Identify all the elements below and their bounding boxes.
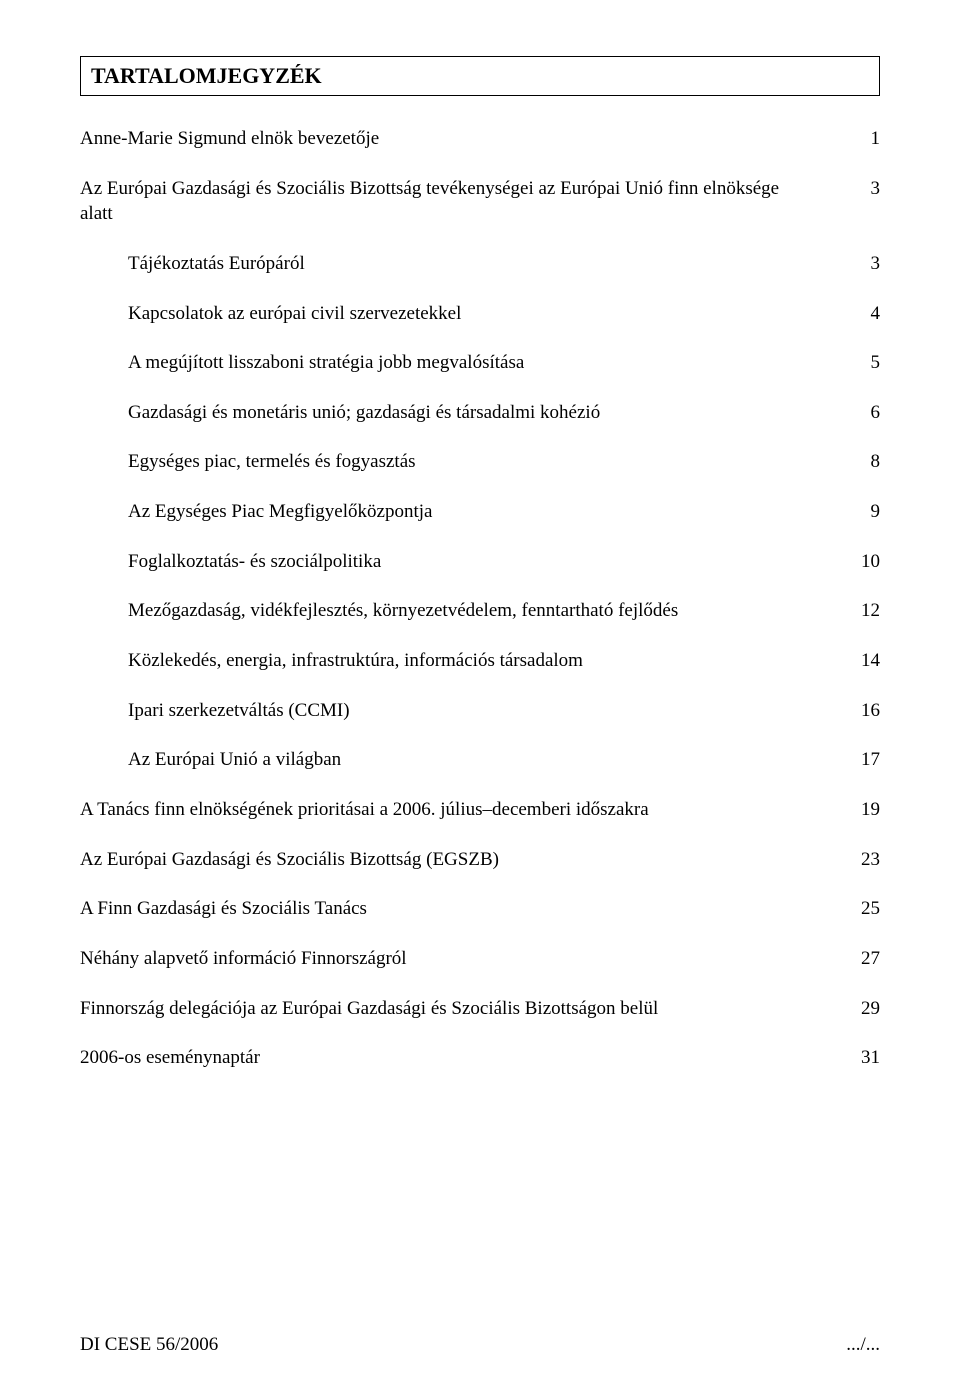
- toc-page-number: 12: [840, 598, 880, 624]
- footer: DI CESE 56/2006 .../...: [80, 1334, 880, 1356]
- toc-page-number: 5: [840, 350, 880, 376]
- toc-label: Az Európai Gazdasági és Szociális Bizott…: [80, 176, 840, 227]
- toc-row: Gazdasági és monetáris unió; gazdasági é…: [80, 400, 880, 426]
- toc-row: Az Európai Gazdasági és Szociális Bizott…: [80, 176, 880, 227]
- toc-label: Gazdasági és monetáris unió; gazdasági é…: [80, 400, 840, 426]
- toc-row: Anne-Marie Sigmund elnök bevezetője1: [80, 126, 880, 152]
- toc-page-number: 14: [840, 648, 880, 674]
- toc-label: A megújított lisszaboni stratégia jobb m…: [80, 350, 840, 376]
- toc-page-number: 16: [840, 698, 880, 724]
- table-of-contents: Anne-Marie Sigmund elnök bevezetője1Az E…: [80, 126, 880, 1071]
- toc-label: Az Egységes Piac Megfigyelőközpontja: [80, 499, 840, 525]
- toc-label: 2006-os eseménynaptár: [80, 1045, 840, 1071]
- footer-right: .../...: [846, 1334, 880, 1356]
- toc-page-number: 23: [840, 847, 880, 873]
- toc-row: Az Európai Unió a világban17: [80, 747, 880, 773]
- toc-row: Az Egységes Piac Megfigyelőközpontja9: [80, 499, 880, 525]
- toc-row: A Finn Gazdasági és Szociális Tanács25: [80, 896, 880, 922]
- toc-label: Az Európai Unió a világban: [80, 747, 840, 773]
- toc-row: Közlekedés, energia, infrastruktúra, inf…: [80, 648, 880, 674]
- toc-label: Foglalkoztatás- és szociálpolitika: [80, 549, 840, 575]
- toc-page-number: 3: [840, 176, 880, 202]
- toc-label: Mezőgazdaság, vidékfejlesztés, környezet…: [80, 598, 840, 624]
- toc-label: Finnország delegációja az Európai Gazdas…: [80, 996, 840, 1022]
- toc-page-number: 25: [840, 896, 880, 922]
- toc-label: Az Európai Gazdasági és Szociális Bizott…: [80, 847, 840, 873]
- toc-row: Mezőgazdaság, vidékfejlesztés, környezet…: [80, 598, 880, 624]
- toc-page-number: 31: [840, 1045, 880, 1071]
- toc-row: A megújított lisszaboni stratégia jobb m…: [80, 350, 880, 376]
- toc-page-number: 6: [840, 400, 880, 426]
- toc-row: Néhány alapvető információ Finnországról…: [80, 946, 880, 972]
- toc-row: A Tanács finn elnökségének prioritásai a…: [80, 797, 880, 823]
- toc-page-number: 9: [840, 499, 880, 525]
- toc-page-number: 3: [840, 251, 880, 277]
- toc-row: Ipari szerkezetváltás (CCMI)16: [80, 698, 880, 724]
- toc-row: Foglalkoztatás- és szociálpolitika10: [80, 549, 880, 575]
- toc-row: Az Európai Gazdasági és Szociális Bizott…: [80, 847, 880, 873]
- toc-label: Anne-Marie Sigmund elnök bevezetője: [80, 126, 840, 152]
- toc-label: A Finn Gazdasági és Szociális Tanács: [80, 896, 840, 922]
- toc-row: 2006-os eseménynaptár31: [80, 1045, 880, 1071]
- toc-row: Finnország delegációja az Európai Gazdas…: [80, 996, 880, 1022]
- toc-page-number: 29: [840, 996, 880, 1022]
- toc-label: A Tanács finn elnökségének prioritásai a…: [80, 797, 840, 823]
- page-title: TARTALOMJEGYZÉK: [91, 63, 869, 89]
- toc-label: Közlekedés, energia, infrastruktúra, inf…: [80, 648, 840, 674]
- toc-page-number: 19: [840, 797, 880, 823]
- toc-label: Kapcsolatok az európai civil szervezetek…: [80, 301, 840, 327]
- toc-label: Néhány alapvető információ Finnországról: [80, 946, 840, 972]
- title-box: TARTALOMJEGYZÉK: [80, 56, 880, 96]
- toc-label: Ipari szerkezetváltás (CCMI): [80, 698, 840, 724]
- toc-label: Tájékoztatás Európáról: [80, 251, 840, 277]
- toc-label: Egységes piac, termelés és fogyasztás: [80, 449, 840, 475]
- toc-page-number: 8: [840, 449, 880, 475]
- toc-page-number: 27: [840, 946, 880, 972]
- toc-page-number: 10: [840, 549, 880, 575]
- toc-page-number: 4: [840, 301, 880, 327]
- toc-row: Egységes piac, termelés és fogyasztás8: [80, 449, 880, 475]
- footer-left: DI CESE 56/2006: [80, 1334, 218, 1356]
- toc-row: Kapcsolatok az európai civil szervezetek…: [80, 301, 880, 327]
- toc-page-number: 17: [840, 747, 880, 773]
- toc-page-number: 1: [840, 126, 880, 152]
- toc-row: Tájékoztatás Európáról3: [80, 251, 880, 277]
